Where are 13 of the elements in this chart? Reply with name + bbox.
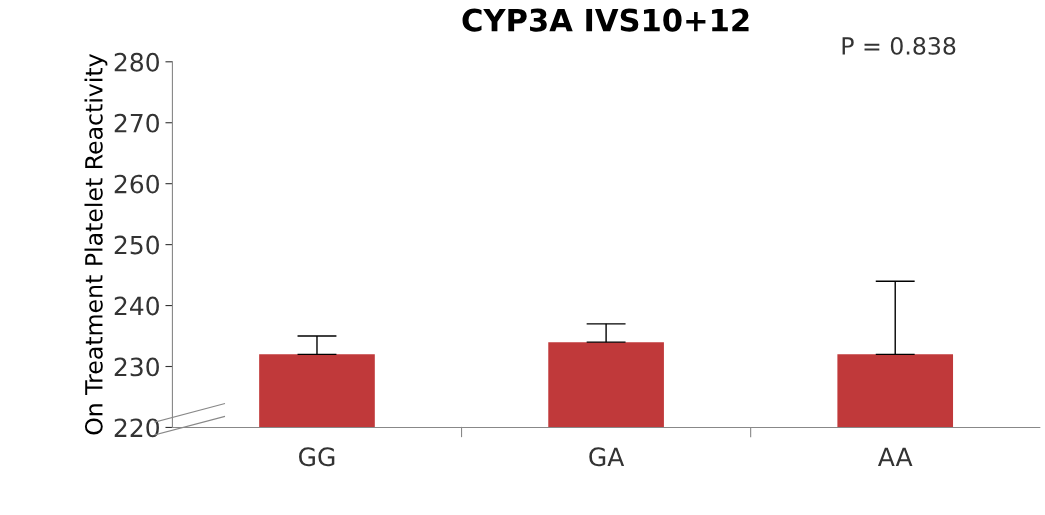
y-tick-label: 260: [114, 174, 159, 194]
text: P = 0.838: [842, 36, 956, 55]
x-tick-label: AA: [877, 447, 913, 466]
y-tick-label: 230: [114, 357, 159, 377]
y-tick-label: 250: [114, 235, 159, 255]
y-tick-label: 280: [114, 52, 159, 72]
y-axis-title: On Treatment Platelet Reactivity: [84, 54, 108, 435]
x-tick-label: GA: [589, 447, 625, 467]
y-tick-label: 240: [114, 296, 159, 316]
chart-title: CYP3A IVS10+12: [462, 8, 749, 32]
y-tick-label: 220: [114, 418, 159, 438]
y-tick-label: 270: [114, 113, 159, 133]
x-tick-label: GG: [299, 447, 335, 467]
